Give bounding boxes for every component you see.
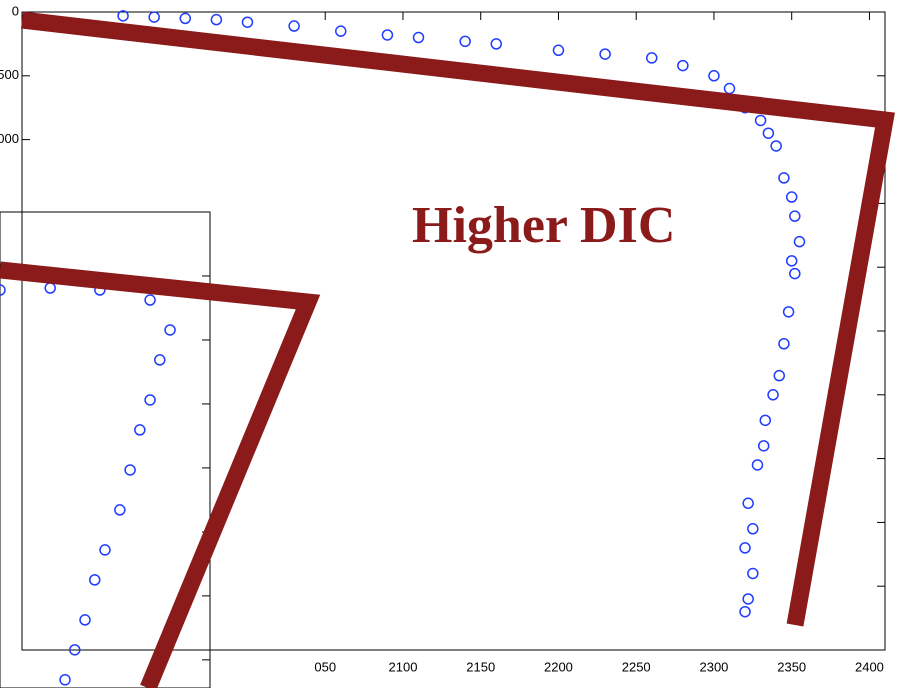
data-point [751,459,764,471]
data-point [773,369,786,382]
overlay: Higher DIC [0,11,895,688]
data-point [335,25,347,37]
data-point [677,59,689,72]
data-point [785,191,798,203]
data-point [789,267,801,280]
data-point [241,16,254,28]
annotation: Higher DIC [412,197,675,254]
x-tick-label: 050 [314,659,336,674]
data-point [747,567,759,580]
data-point [778,338,790,350]
data-point [89,574,101,586]
x-tick-label: 2350 [777,659,806,674]
data-point [770,140,782,152]
data-point [144,294,156,306]
data-point [148,11,160,23]
data-point [762,127,775,139]
data-point [79,614,91,626]
x-tick-label: 2250 [622,659,651,674]
data-point [0,284,6,296]
data-point [99,544,111,556]
data-point [778,172,790,184]
data-point [739,605,751,618]
data-point [69,644,81,656]
data-point [708,70,720,82]
data-point [646,52,658,64]
data-point [412,31,425,44]
x-tick-label: 2300 [699,659,728,674]
data-point [288,20,300,32]
plot-area [0,211,211,688]
data-point [44,282,56,294]
y-tick-label: 0 [12,3,19,18]
data-point [793,235,806,248]
data-point [785,255,798,267]
data-point [742,497,754,510]
x-tick-label: 2400 [855,659,884,674]
data-point [59,674,71,686]
data-point [599,48,611,60]
data-point [459,35,471,48]
data-point [754,114,767,127]
data-point [747,523,759,535]
data-point [742,593,754,605]
trend-line [21,11,895,627]
data-point [739,542,751,554]
data-point [789,210,801,222]
data-point [782,306,795,318]
data-point [490,38,503,50]
x-tick-label: 2100 [389,659,418,674]
data-point [381,29,394,41]
data-point [759,414,772,427]
data-point [552,44,565,57]
data-point [767,389,779,401]
data-point [114,504,126,516]
x-tick-label: 2150 [466,659,495,674]
y-tick-label: −1000 [0,131,19,146]
data-point [154,354,166,366]
data-point [164,324,176,336]
data-point [144,394,156,406]
data-point [134,424,146,436]
data-point [117,10,129,22]
trend-line [0,261,321,688]
data-point [210,13,223,26]
data-point [124,464,136,476]
data-point [757,440,770,452]
y-tick-label: −500 [0,67,19,82]
data-point [179,12,192,25]
data-point [723,82,736,95]
x-tick-label: 2200 [544,659,573,674]
